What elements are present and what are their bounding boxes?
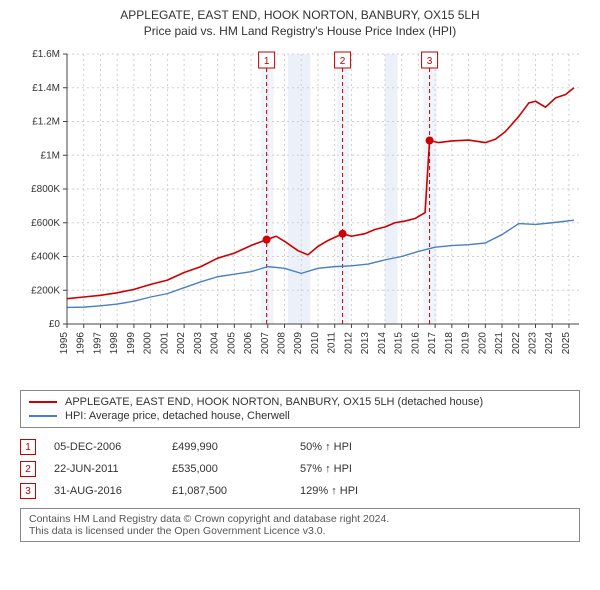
transaction-badge: 1 (20, 439, 36, 455)
transaction-date: 31-AUG-2016 (54, 485, 154, 497)
svg-text:2009: 2009 (293, 332, 304, 355)
svg-text:2016: 2016 (410, 332, 421, 355)
svg-text:1997: 1997 (92, 332, 103, 355)
footer-attribution: Contains HM Land Registry data © Crown c… (20, 508, 580, 542)
footer-line2: This data is licensed under the Open Gov… (29, 525, 571, 537)
legend-row: HPI: Average price, detached house, Cher… (29, 409, 571, 423)
transaction-date: 22-JUN-2011 (54, 463, 154, 475)
svg-text:1996: 1996 (76, 332, 87, 355)
svg-text:£1M: £1M (41, 150, 60, 161)
legend-label: APPLEGATE, EAST END, HOOK NORTON, BANBUR… (65, 396, 483, 408)
transaction-price: £535,000 (172, 463, 282, 475)
svg-text:£200K: £200K (31, 285, 60, 296)
transaction-row: 3 31-AUG-2016 £1,087,500 129% ↑ HPI (20, 480, 580, 502)
chart-area: 1 2 3 £0 £200K £400K £600K £800K £1M £1.2M £1.4M £1… (15, 44, 585, 384)
svg-text:2001: 2001 (159, 332, 170, 355)
title-main: APPLEGATE, EAST END, HOOK NORTON, BANBUR… (14, 8, 586, 22)
legend-swatch (29, 401, 57, 403)
svg-text:2: 2 (340, 56, 346, 67)
svg-text:2007: 2007 (260, 332, 271, 355)
footer-line1: Contains HM Land Registry data © Crown c… (29, 513, 571, 525)
transaction-price: £499,990 (172, 441, 282, 453)
legend: APPLEGATE, EAST END, HOOK NORTON, BANBUR… (20, 390, 580, 428)
svg-text:1: 1 (264, 56, 270, 67)
legend-row: APPLEGATE, EAST END, HOOK NORTON, BANBUR… (29, 395, 571, 409)
transaction-row: 1 05-DEC-2006 £499,990 50% ↑ HPI (20, 436, 580, 458)
svg-text:2013: 2013 (360, 332, 371, 355)
svg-text:£600K: £600K (31, 218, 60, 229)
svg-text:2004: 2004 (210, 332, 221, 355)
svg-text:£1.6M: £1.6M (32, 49, 60, 60)
titles: APPLEGATE, EAST END, HOOK NORTON, BANBUR… (14, 8, 586, 38)
transaction-pct: 57% ↑ HPI (300, 463, 410, 475)
line-chart: 1 2 3 £0 £200K £400K £600K £800K £1M £1.2M £1.4M £1… (15, 44, 585, 384)
svg-text:1999: 1999 (126, 332, 137, 355)
svg-text:1998: 1998 (109, 332, 120, 355)
svg-text:2012: 2012 (343, 332, 354, 355)
transaction-badge: 2 (20, 461, 36, 477)
svg-text:2015: 2015 (394, 332, 405, 355)
transaction-badge: 3 (20, 483, 36, 499)
svg-text:2019: 2019 (461, 332, 472, 355)
svg-text:£1.4M: £1.4M (32, 83, 60, 94)
svg-text:2025: 2025 (561, 332, 572, 355)
svg-text:2014: 2014 (377, 332, 388, 355)
svg-text:£1.2M: £1.2M (32, 117, 60, 128)
transaction-pct: 50% ↑ HPI (300, 441, 410, 453)
svg-text:2003: 2003 (193, 332, 204, 355)
svg-text:2010: 2010 (310, 332, 321, 355)
transactions-table: 1 05-DEC-2006 £499,990 50% ↑ HPI 2 22-JUN-201… (20, 436, 580, 502)
transaction-price: £1,087,500 (172, 485, 282, 497)
svg-text:2017: 2017 (427, 332, 438, 355)
svg-text:£400K: £400K (31, 252, 60, 263)
svg-text:2020: 2020 (477, 332, 488, 355)
title-sub: Price paid vs. HM Land Registry's House … (14, 24, 586, 38)
transaction-date: 05-DEC-2006 (54, 441, 154, 453)
svg-text:2021: 2021 (494, 332, 505, 355)
svg-text:2018: 2018 (444, 332, 455, 355)
svg-text:3: 3 (427, 56, 433, 67)
chart-container: APPLEGATE, EAST END, HOOK NORTON, BANBUR… (0, 0, 600, 590)
svg-text:2022: 2022 (511, 332, 522, 355)
legend-swatch (29, 415, 57, 417)
svg-text:1995: 1995 (59, 332, 70, 355)
svg-text:2006: 2006 (243, 332, 254, 355)
svg-text:2000: 2000 (143, 332, 154, 355)
svg-text:2024: 2024 (544, 332, 555, 355)
svg-text:£0: £0 (49, 319, 61, 330)
svg-text:2011: 2011 (327, 332, 338, 354)
svg-text:2005: 2005 (226, 332, 237, 355)
svg-text:£800K: £800K (31, 184, 60, 195)
svg-text:2023: 2023 (527, 332, 538, 355)
svg-text:2002: 2002 (176, 332, 187, 355)
legend-label: HPI: Average price, detached house, Cher… (65, 410, 290, 422)
transaction-pct: 129% ↑ HPI (300, 485, 410, 497)
svg-text:2008: 2008 (277, 332, 288, 355)
transaction-row: 2 22-JUN-2011 £535,000 57% ↑ HPI (20, 458, 580, 480)
